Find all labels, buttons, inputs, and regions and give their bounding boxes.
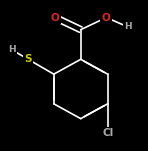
Text: O: O <box>51 13 59 22</box>
Text: H: H <box>8 45 16 54</box>
Text: H: H <box>124 22 132 31</box>
Text: O: O <box>102 13 111 22</box>
Text: Cl: Cl <box>102 129 113 138</box>
Text: S: S <box>24 54 32 64</box>
